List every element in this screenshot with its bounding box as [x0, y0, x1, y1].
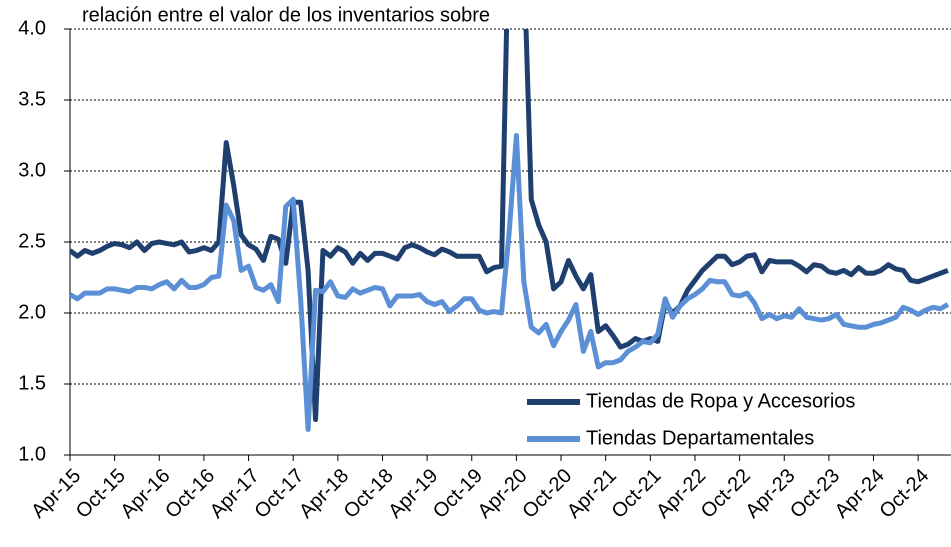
x-tick-label: Oct-24 — [875, 465, 933, 523]
x-tick-label: Apr-21 — [563, 465, 621, 523]
x-tick-label: Oct-15 — [72, 465, 130, 523]
y-tick-label: 1.5 — [18, 372, 46, 394]
x-tick-label: Apr-22 — [652, 465, 710, 523]
x-tick-label: Apr-24 — [831, 465, 889, 523]
x-tick-label: Apr-18 — [295, 465, 353, 523]
y-tick-label: 2.5 — [18, 230, 46, 252]
y-tick-label: 1.0 — [18, 443, 46, 465]
x-tick-label: Apr-17 — [206, 465, 264, 523]
x-tick-label: Oct-19 — [429, 465, 487, 523]
chart-title: relación entre el valor de los inventari… — [82, 4, 490, 26]
x-tick-label: Oct-18 — [340, 465, 398, 523]
x-tick-label: Oct-22 — [697, 465, 755, 523]
x-tick-label: Apr-23 — [742, 465, 800, 523]
x-tick-label: Apr-16 — [117, 465, 175, 523]
x-tick-label: Oct-21 — [608, 465, 666, 523]
x-tick-label: Apr-20 — [474, 465, 532, 523]
x-tick-label: Oct-16 — [161, 465, 219, 523]
y-tick-label: 3.5 — [18, 88, 46, 110]
x-tick-label: Apr-15 — [27, 465, 85, 523]
x-tick-label: Oct-17 — [250, 465, 308, 523]
series-line — [70, 133, 950, 432]
x-tick-label: Oct-20 — [518, 465, 576, 523]
x-tick-label: Oct-23 — [786, 465, 844, 523]
x-tick-label: Apr-19 — [384, 465, 442, 523]
plot-lines — [70, 29, 950, 432]
series-line — [70, 29, 949, 422]
y-tick-label: 2.0 — [18, 301, 46, 323]
legend-label: Tiendas de Ropa y Accesorios — [586, 390, 855, 412]
legend-label: Tiendas Departamentales — [586, 427, 814, 449]
y-tick-label: 3.0 — [18, 159, 46, 181]
y-tick-label: 4.0 — [18, 17, 46, 39]
